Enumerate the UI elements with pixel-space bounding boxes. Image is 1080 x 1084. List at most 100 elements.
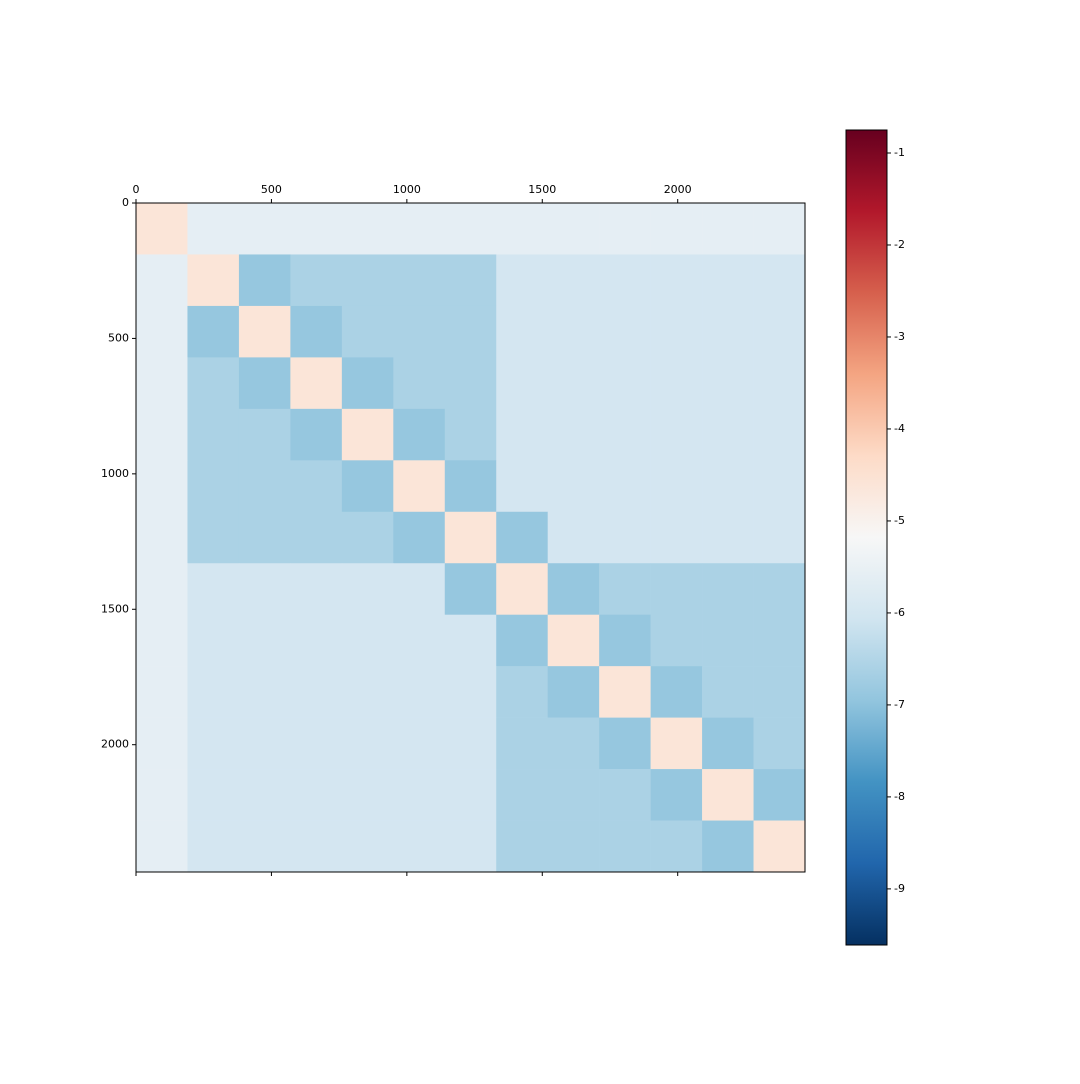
colorbar-tick-label: -2 xyxy=(894,238,905,251)
heatmap-cell xyxy=(444,563,497,615)
heatmap-cell xyxy=(496,769,548,821)
heatmap-cell xyxy=(341,357,394,410)
colorbar-tick-label: -8 xyxy=(894,790,905,803)
heatmap-cell xyxy=(136,305,188,358)
heatmap-cell xyxy=(599,203,651,255)
colorbar xyxy=(845,129,888,946)
heatmap-cell xyxy=(753,408,806,461)
heatmap-cell xyxy=(444,254,497,307)
heatmap-cell xyxy=(702,769,754,821)
heatmap-cell xyxy=(341,614,394,667)
heatmap-cell xyxy=(187,511,240,564)
heatmap-cell xyxy=(753,357,806,410)
heatmap-cell xyxy=(238,769,291,821)
heatmap-cell xyxy=(187,563,240,615)
heatmap-cell xyxy=(238,666,291,718)
heatmap-cell xyxy=(341,717,394,770)
heatmap-cell xyxy=(547,305,600,358)
heatmap-cell xyxy=(136,408,188,461)
heatmap-cell xyxy=(753,717,806,770)
x-tick-label: 1500 xyxy=(528,183,556,196)
heatmap-cell xyxy=(650,254,703,307)
heatmap-cell xyxy=(290,820,343,873)
heatmap-cell xyxy=(341,511,394,564)
heatmap-cell xyxy=(599,666,651,718)
heatmap-cell xyxy=(136,820,188,873)
heatmap-cell xyxy=(136,203,188,255)
heatmap-cell xyxy=(496,357,548,410)
heatmap-cell xyxy=(393,305,446,358)
heatmap-cell xyxy=(238,254,291,307)
heatmap-cell xyxy=(702,460,754,513)
heatmap-cell xyxy=(444,717,497,770)
heatmap-cell xyxy=(290,563,343,615)
heatmap-cell xyxy=(547,717,600,770)
heatmap-cell xyxy=(650,460,703,513)
colorbar-tick-label: -9 xyxy=(894,882,905,895)
y-tick-label: 0 xyxy=(122,196,129,209)
heatmap-cell xyxy=(650,563,703,615)
heatmap-cell xyxy=(136,769,188,821)
heatmap-cell xyxy=(187,305,240,358)
heatmap-cell xyxy=(290,305,343,358)
heatmap-cell xyxy=(341,820,394,873)
heatmap-cell xyxy=(599,460,651,513)
heatmap-cell xyxy=(187,820,240,873)
heatmap-cell xyxy=(238,614,291,667)
heatmap-cell xyxy=(393,254,446,307)
heatmap-cell xyxy=(444,666,497,718)
heatmap-cell xyxy=(753,203,806,255)
y-tick-label: 1000 xyxy=(101,467,129,480)
heatmap-cell xyxy=(702,666,754,718)
heatmap-cell xyxy=(547,820,600,873)
heatmap-cell xyxy=(496,666,548,718)
heatmap-cell xyxy=(496,460,548,513)
colorbar-tick-label: -6 xyxy=(894,606,905,619)
x-tick-label: 0 xyxy=(133,183,140,196)
heatmap-cell xyxy=(650,820,703,873)
heatmap-cell xyxy=(290,769,343,821)
heatmap-cell xyxy=(753,511,806,564)
heatmap-cell xyxy=(187,666,240,718)
heatmap-cell xyxy=(290,614,343,667)
heatmap-cell xyxy=(341,666,394,718)
heatmap-cell xyxy=(650,203,703,255)
heatmap-cell xyxy=(444,614,497,667)
heatmap-cell xyxy=(753,460,806,513)
heatmap-cell xyxy=(136,511,188,564)
heatmap-cell xyxy=(341,460,394,513)
heatmap-cell xyxy=(290,408,343,461)
heatmap-cell xyxy=(702,254,754,307)
heatmap-cell xyxy=(496,408,548,461)
heatmap-cell xyxy=(187,203,240,255)
heatmap-cell xyxy=(444,460,497,513)
heatmap-cell xyxy=(599,820,651,873)
heatmap-cell xyxy=(238,203,291,255)
heatmap-cell xyxy=(547,563,600,615)
heatmap-cell xyxy=(393,717,446,770)
heatmap-cell xyxy=(599,408,651,461)
heatmap-cell xyxy=(650,769,703,821)
heatmap-cell xyxy=(393,357,446,410)
heatmap-cell xyxy=(650,666,703,718)
x-tick-label: 1000 xyxy=(393,183,421,196)
heatmap-cell xyxy=(702,820,754,873)
heatmap-cell xyxy=(650,408,703,461)
heatmap-cell xyxy=(650,717,703,770)
heatmap-cell xyxy=(547,769,600,821)
heatmap-cell xyxy=(650,357,703,410)
heatmap-cell xyxy=(547,666,600,718)
heatmap-cell xyxy=(547,203,600,255)
heatmap-cell xyxy=(238,717,291,770)
heatmap-cell xyxy=(702,408,754,461)
heatmap-cell xyxy=(136,357,188,410)
heatmap-cell xyxy=(496,563,548,615)
heatmap-cell xyxy=(393,408,446,461)
heatmap-cell xyxy=(290,666,343,718)
heatmap-cell xyxy=(187,614,240,667)
heatmap-cell xyxy=(702,563,754,615)
colorbar-tick-label: -1 xyxy=(894,146,905,159)
heatmap-cell xyxy=(341,305,394,358)
heatmap-cell xyxy=(290,511,343,564)
